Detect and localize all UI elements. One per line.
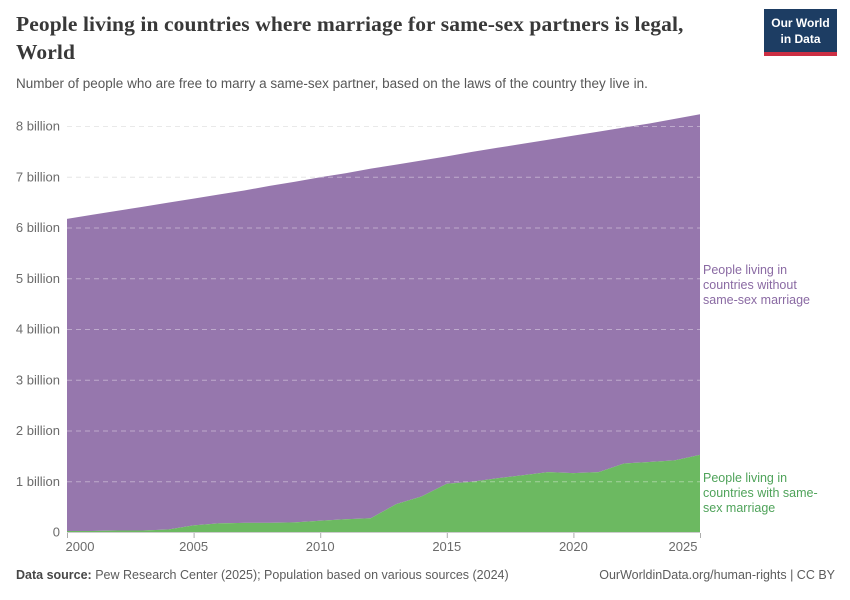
- x-axis-label: 2005: [179, 539, 208, 554]
- data-source-label: Data source:: [16, 568, 92, 582]
- chart-title: People living in countries where marriag…: [16, 12, 684, 65]
- series-label-with-same-sex-marriage: People living in countries with same-sex…: [703, 471, 818, 515]
- owid-logo-line2: in Data: [780, 31, 821, 46]
- x-axis-label: 2000: [66, 539, 95, 554]
- y-axis-label: 8 billion: [16, 119, 60, 134]
- owid-logo: Our World in Data: [764, 9, 837, 57]
- y-axis-label: 5 billion: [16, 271, 60, 286]
- attribution-link[interactable]: OurWorldinData.org/human-rights | CC BY: [599, 568, 835, 582]
- y-axis-label: 2 billion: [16, 423, 60, 438]
- x-axis-label: 2010: [306, 539, 335, 554]
- series-label-without-same-sex-marriage: People living in countries without same-…: [703, 263, 810, 307]
- x-axis-label: 2015: [432, 539, 461, 554]
- data-source-text: Pew Research Center (2025); Population b…: [95, 568, 509, 582]
- y-axis-label: 1 billion: [16, 474, 60, 489]
- owid-logo-line1: Our World: [771, 16, 830, 30]
- chart-footer: Data source: Pew Research Center (2025);…: [16, 568, 835, 582]
- y-axis-label: 0: [53, 525, 60, 540]
- y-axis-label: 7 billion: [16, 169, 60, 184]
- y-axis-label: 6 billion: [16, 220, 60, 235]
- chart-subtitle: Number of people who are free to marry a…: [16, 75, 648, 91]
- y-axis-label: 4 billion: [16, 322, 60, 337]
- chart-header: People living in countries where marriag…: [16, 10, 736, 91]
- area-without-same-sex-marriage[interactable]: [67, 114, 700, 532]
- x-axis-label: 2025: [669, 539, 698, 554]
- y-axis-label: 3 billion: [16, 372, 60, 387]
- area-with-same-sex-marriage[interactable]: [67, 454, 700, 532]
- x-axis-label: 2020: [559, 539, 588, 554]
- data-source-note: Data source: Pew Research Center (2025);…: [16, 568, 509, 582]
